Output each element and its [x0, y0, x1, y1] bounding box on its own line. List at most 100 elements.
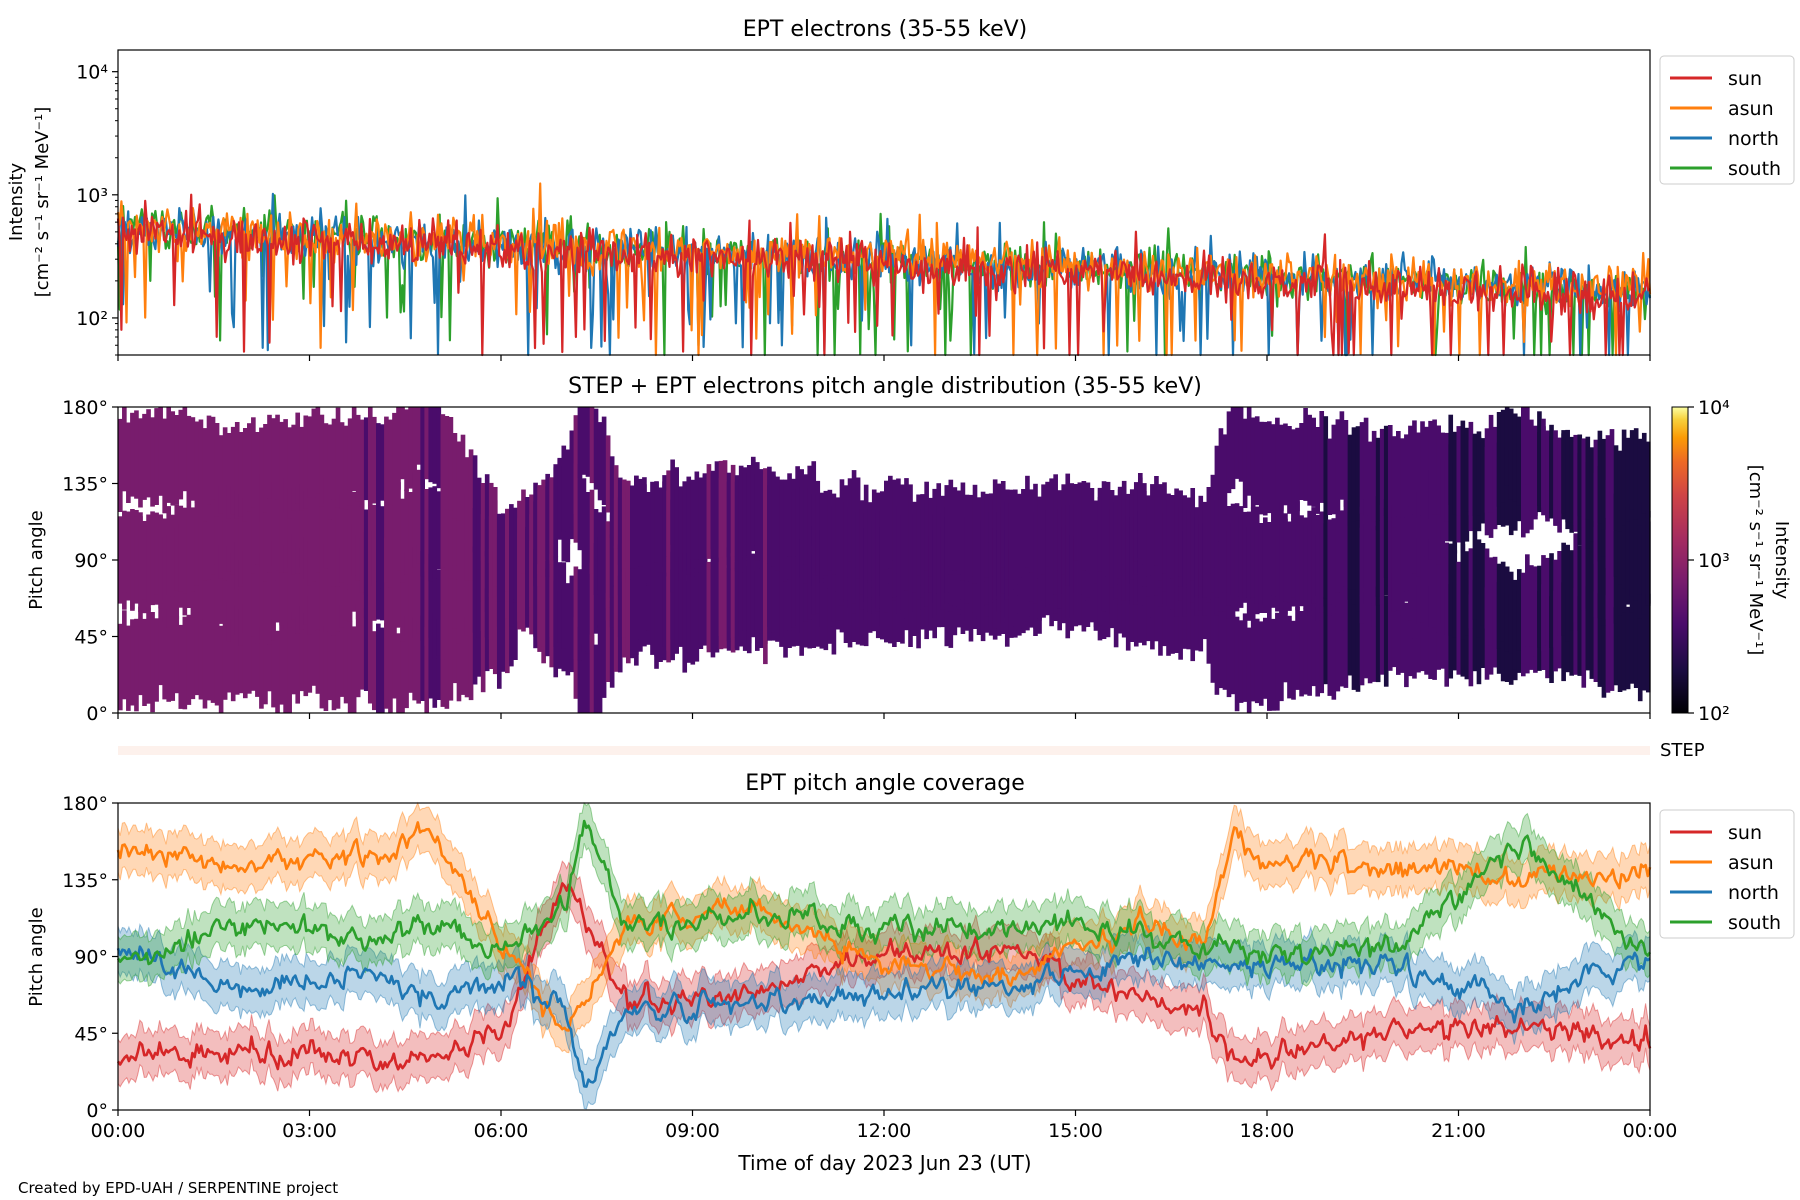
- pad-cell: [1166, 571, 1171, 656]
- pad-cell: [581, 644, 587, 713]
- pad-cell: [392, 495, 397, 575]
- pad-cell: [279, 484, 284, 573]
- pad-cell: [1629, 504, 1635, 597]
- pad-cell: [259, 553, 264, 640]
- pad-cell: [496, 513, 502, 602]
- pad-cell: [1154, 476, 1159, 566]
- pad-cell: [279, 421, 284, 509]
- pad-cell: [1303, 608, 1308, 695]
- pad-cell: [1121, 480, 1127, 570]
- pad-cell: [1613, 445, 1619, 531]
- pad-cell: [440, 618, 446, 707]
- pad-cell: [738, 547, 744, 636]
- pad-cell: [1589, 447, 1595, 528]
- pad-cell: [367, 497, 373, 590]
- pad-cell: [206, 607, 212, 701]
- pad-cell: [206, 536, 212, 623]
- pad-cell: [388, 626, 393, 713]
- pad-cell: [1343, 420, 1349, 507]
- pad-cell: [234, 490, 240, 590]
- pad-cell: [126, 422, 131, 503]
- pad-cell: [1206, 487, 1212, 574]
- colorbar-tick-label: 10²: [1698, 703, 1730, 725]
- pad-cell: [311, 544, 317, 631]
- pad-cell: [1383, 425, 1389, 516]
- pad-cell: [452, 545, 458, 629]
- pad-cell: [444, 568, 450, 653]
- pad-cell: [1383, 499, 1389, 578]
- pad-cell: [996, 483, 1002, 575]
- pad-cell: [194, 494, 200, 586]
- pad-cell: [210, 416, 216, 500]
- pad-cell: [468, 550, 474, 637]
- pad-cell: [1307, 610, 1312, 696]
- pad-cell: [404, 489, 409, 575]
- pad-cell: [589, 634, 595, 713]
- pad-cell: [1484, 428, 1490, 513]
- pad-cell: [1601, 602, 1607, 698]
- panel3-ytick-label: 0°: [86, 1100, 108, 1122]
- pad-cell: [166, 407, 172, 503]
- pad-cell: [259, 427, 264, 522]
- pad-cell: [444, 416, 450, 510]
- pad-cell: [376, 504, 381, 582]
- pad-cell: [1222, 606, 1228, 690]
- pad-cell: [726, 547, 732, 642]
- pad-cell: [1585, 436, 1591, 520]
- pad-cell: [440, 559, 446, 660]
- pad-cell: [690, 559, 696, 642]
- pad-cell: [1279, 502, 1284, 600]
- pad-cell: [1129, 495, 1135, 580]
- pad-cell: [670, 459, 675, 545]
- pad-cell: [396, 539, 401, 628]
- pad-cell: [1440, 530, 1445, 623]
- pad-cell: [1569, 550, 1574, 631]
- pad-cell: [1637, 614, 1643, 702]
- pad-cell: [1581, 595, 1587, 688]
- pad-cell: [456, 479, 462, 580]
- pad-cell: [597, 625, 603, 713]
- pad-cell: [710, 470, 716, 550]
- pad-cell: [1573, 434, 1579, 526]
- pad-cell: [1206, 568, 1212, 664]
- pad-cell: [1549, 424, 1554, 519]
- pad-cell: [613, 546, 619, 630]
- pad-cell: [1565, 429, 1570, 523]
- pad-cell: [803, 474, 808, 565]
- pad-cell: [202, 609, 208, 709]
- pad-cell: [916, 494, 921, 576]
- colorbar-label: Intensity: [1771, 521, 1792, 600]
- panel3-y-ticks: 0° 45° 90° 135° 180°: [62, 793, 118, 1122]
- pad-cell: [178, 624, 184, 709]
- pad-cell: [634, 566, 639, 655]
- pad-cell: [1351, 597, 1357, 690]
- pad-cell: [1641, 593, 1647, 691]
- pad-cell: [1617, 450, 1623, 532]
- pad-cell: [247, 423, 252, 512]
- pad-cell: [686, 476, 692, 571]
- pad-cell: [460, 434, 466, 536]
- pad-cell: [343, 425, 349, 510]
- pad-cell: [1569, 591, 1574, 676]
- pad-cell: [424, 407, 430, 480]
- pad-cell: [287, 540, 292, 628]
- panel3-xtick-label: 12:00: [857, 1120, 912, 1142]
- pad-cell: [367, 607, 373, 704]
- pad-cell: [448, 556, 454, 637]
- pad-cell: [750, 553, 756, 637]
- pad-cell: [190, 615, 196, 700]
- pad-cell: [210, 486, 216, 575]
- pad-cell: [1408, 425, 1413, 507]
- panel2-ytick-label: 180°: [62, 397, 108, 419]
- pad-cell: [646, 546, 651, 631]
- pad-cell: [1597, 430, 1603, 524]
- pad-cell: [1621, 595, 1627, 691]
- pad-cell: [529, 494, 534, 587]
- pitch-angle-coverage-panel: EPT pitch angle coverage 0° 45° 90° 135° 180…: [26, 771, 1795, 1142]
- pad-cell: [472, 455, 478, 553]
- pad-cell: [363, 509, 369, 596]
- pad-cell: [581, 407, 587, 475]
- pad-cell: [694, 555, 700, 636]
- pad-cell: [162, 518, 167, 600]
- pad-cell: [347, 495, 353, 585]
